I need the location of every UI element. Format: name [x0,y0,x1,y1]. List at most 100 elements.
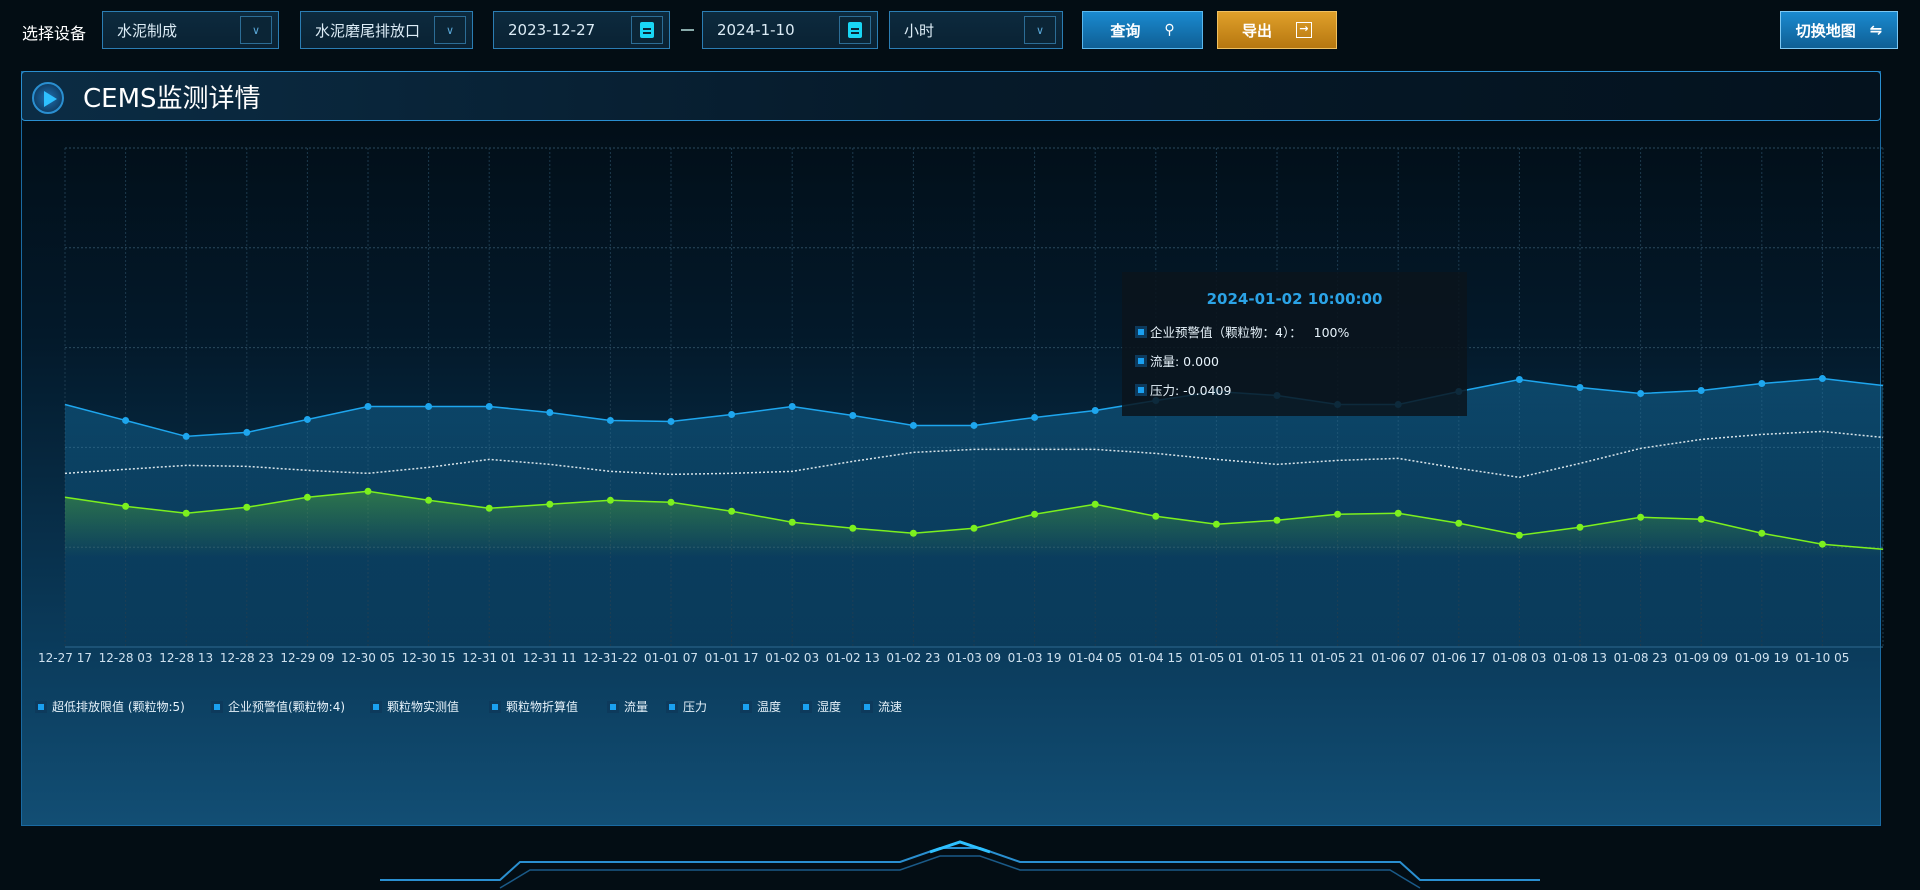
x-tick-label: 01-03 19 [1007,651,1062,665]
data-point [122,416,130,424]
legend-marker-icon [492,703,498,710]
legend-label: 超低排放限值 (颗粒物:5) [52,700,185,714]
data-point [970,421,978,429]
x-tick-label: 01-04 15 [1128,651,1183,665]
legend-item[interactable]: 流量 [610,698,648,715]
x-tick-label: 12-27 17 [38,651,92,665]
data-point [970,524,978,532]
data-point [546,500,554,508]
chevron-down-icon[interactable]: ∨ [434,16,466,44]
data-point [606,496,614,504]
legend-item[interactable]: 湿度 [803,698,841,715]
x-tick-label: 12-31-22 [583,651,638,665]
legend-label: 湿度 [817,700,842,714]
outlet-select[interactable]: 水泥磨尾排放口 ∨ [300,11,473,49]
export-label: 导出 [1241,21,1272,40]
legend-marker-icon [373,703,379,710]
data-point [849,524,857,532]
legend-marker-icon [864,703,870,710]
x-tick-label: 01-08 23 [1613,651,1668,665]
data-point [1758,529,1766,537]
legend-item[interactable]: 温度 [743,698,781,715]
legend-item[interactable]: 流速 [864,698,902,715]
data-point [1152,512,1160,520]
data-point [1637,390,1645,398]
series-area [65,378,1883,647]
x-tick-label: 01-08 13 [1553,651,1607,665]
x-tick-label: 12-28 23 [219,651,274,665]
end-date-value: 2024-1-10 [717,21,795,39]
data-point [1394,509,1402,517]
data-point [485,504,493,512]
data-point [1758,380,1766,388]
x-tick-label: 01-09 19 [1734,651,1789,665]
swap-icon: ⇋ [1869,21,1883,39]
data-point [1091,500,1099,508]
x-tick-label: 12-28 13 [159,651,214,665]
x-tick-label: 01-09 09 [1674,651,1729,665]
tooltip-time: 2024-01-02 10:00:00 [1206,290,1383,308]
x-tick-label: 12-30 05 [341,651,395,665]
data-point [909,529,917,537]
data-point [728,410,736,418]
data-point [1576,384,1584,392]
switch-map-label: 切换地图 [1795,21,1856,40]
x-tick-label: 01-03 09 [947,651,1001,665]
granularity-select[interactable]: 小时 ∨ [889,11,1063,49]
series-area [65,491,1883,558]
x-tick-label: 01-02 23 [886,651,941,665]
page-title: CEMS监测详情 [83,84,261,114]
export-icon: → [1296,22,1312,38]
company-value: 水泥制成 [117,21,178,40]
data-point [849,411,857,419]
export-button[interactable]: 导出 → [1217,11,1337,49]
data-point [122,502,130,510]
calendar-icon[interactable] [839,16,871,44]
x-tick-label: 12-31 01 [462,651,517,665]
data-point [425,496,433,504]
data-point [243,503,251,511]
x-tick-label: 01-01 17 [704,651,759,665]
switch-map-button[interactable]: 切换地图 ⇋ [1780,11,1898,49]
x-tick-label: 12-31 11 [522,651,577,665]
end-date-input[interactable]: 2024-1-10 [702,11,878,49]
query-button[interactable]: 查询 ⚲ [1082,11,1203,49]
legend-marker-icon [214,703,220,710]
data-point [1515,376,1523,384]
start-date-input[interactable]: 2023-12-27 [493,11,670,49]
legend-item[interactable]: 超低排放限值 (颗粒物:5) [38,698,185,715]
chevron-down-icon[interactable]: ∨ [240,16,272,44]
calendar-icon[interactable] [631,16,663,44]
data-point [1334,510,1342,518]
panel-header [21,71,1881,121]
chevron-down-icon[interactable]: ∨ [1024,16,1056,44]
legend-item[interactable]: 颗粒物折算值 [492,698,578,715]
legend-label: 流速 [878,700,903,714]
data-point [788,518,796,526]
series-line [64,430,1884,479]
legend-marker-icon [38,703,44,710]
legend-label: 企业预警值(颗粒物:4) [228,700,346,714]
legend-label: 颗粒物实测值 [387,700,460,714]
legend-item[interactable]: 压力 [669,698,707,715]
data-point [1515,531,1523,539]
x-tick-label: 01-06 07 [1371,651,1426,665]
data-point [364,487,372,495]
granularity-value: 小时 [904,21,935,40]
query-label: 查询 [1110,21,1141,40]
outlet-value: 水泥磨尾排放口 [315,21,421,40]
x-tick-label: 12-30 15 [401,651,456,665]
x-tick-label: 01-05 11 [1250,651,1304,665]
data-point [1637,513,1645,521]
company-select[interactable]: 水泥制成 ∨ [102,11,279,49]
x-tick-label: 01-10 05 [1795,651,1850,665]
data-point [1212,520,1220,528]
data-point [182,509,190,517]
data-point [1818,375,1826,383]
legend-item[interactable]: 颗粒物实测值 [373,698,459,715]
x-tick-label: 01-01 07 [644,651,698,665]
legend-label: 温度 [757,700,782,714]
legend-item[interactable]: 企业预警值(颗粒物:4) [214,698,345,715]
data-point [243,428,251,436]
x-tick-label: 01-02 03 [765,651,820,665]
